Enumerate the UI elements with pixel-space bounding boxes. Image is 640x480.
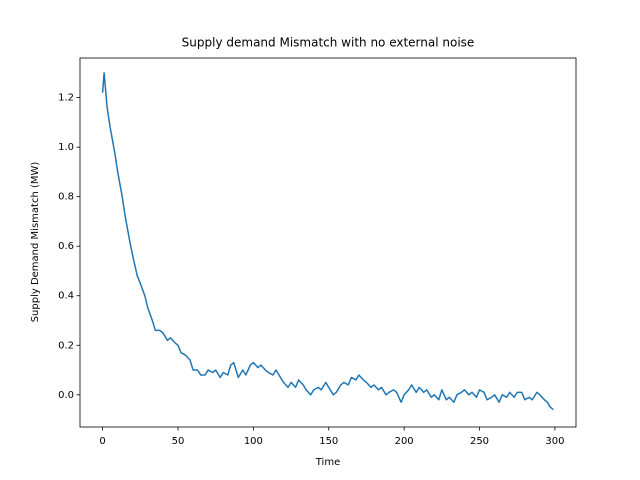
data-line xyxy=(101,72,554,411)
chart-title: Supply demand Mismatch with no external … xyxy=(182,36,475,50)
x-tick-label: 300 xyxy=(545,436,564,447)
x-axis-label: Time xyxy=(315,457,340,468)
x-tick-label: 0 xyxy=(99,436,105,447)
x-tick-label: 200 xyxy=(395,436,414,447)
x-tick-label: 250 xyxy=(470,436,489,447)
y-tick-label: 0.0 xyxy=(58,390,74,401)
y-tick-label: 1.2 xyxy=(58,93,74,104)
y-axis-label: Supply Demand Mismatch (MW) xyxy=(30,162,41,323)
y-tick-label: 0.8 xyxy=(58,192,74,203)
plot-frame xyxy=(79,57,577,428)
y-tick-label: 1.0 xyxy=(58,142,74,153)
x-tick-label: 50 xyxy=(172,436,185,447)
y-tick-label: 0.2 xyxy=(58,340,74,351)
y-tick-label: 0.6 xyxy=(58,241,74,252)
x-tick-label: 150 xyxy=(319,436,338,447)
y-tick-label: 0.4 xyxy=(58,291,74,302)
x-tick-label: 100 xyxy=(244,436,263,447)
